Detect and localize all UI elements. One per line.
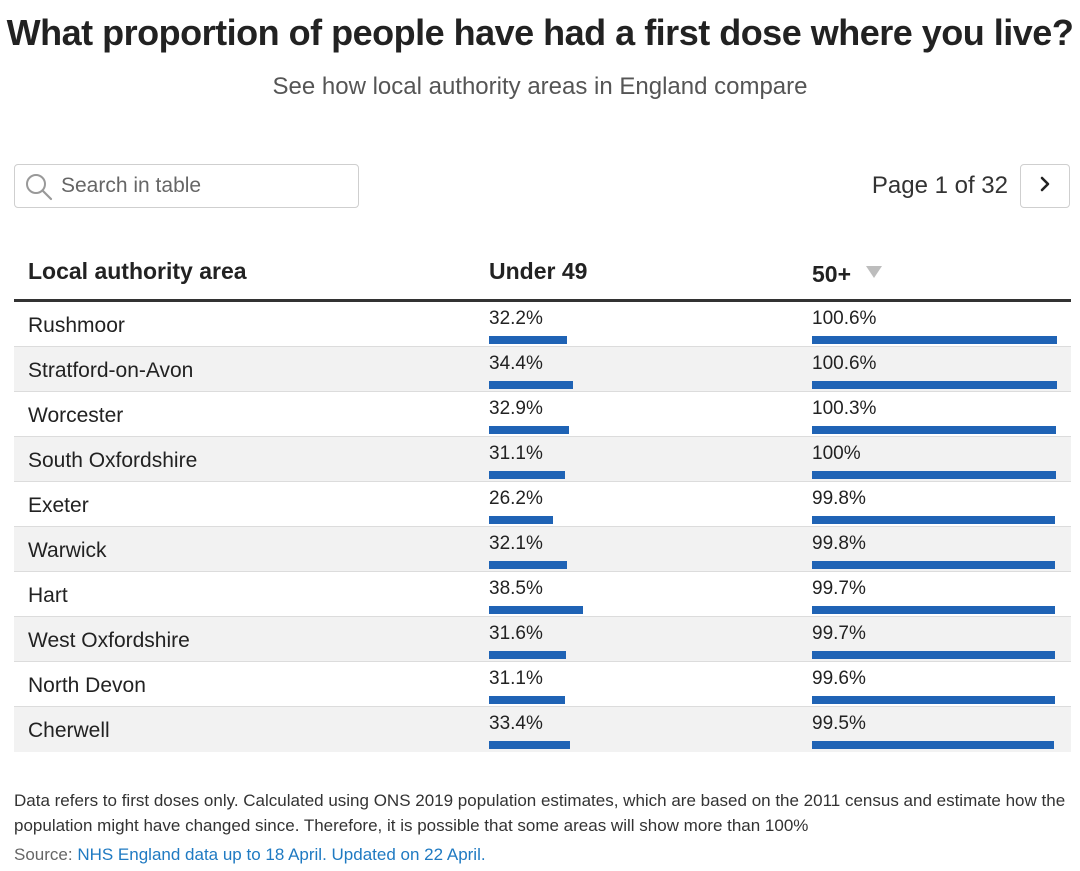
next-page-button[interactable] (1020, 164, 1070, 208)
over-50-bar (812, 426, 1057, 434)
area-name: Stratford-on-Avon (28, 359, 194, 382)
pagination: Page 1 of 32 (872, 164, 1070, 208)
over-50-bar (812, 696, 1055, 704)
table-row: Exeter 26.2% 99.8% (14, 482, 1071, 527)
area-name: North Devon (28, 674, 146, 697)
table-row: South Oxfordshire 31.1% 100% (14, 437, 1071, 482)
table-row: West Oxfordshire 31.6% 99.7% (14, 617, 1071, 662)
source-link[interactable]: NHS England data up to 18 April. Updated… (77, 845, 486, 864)
under-49-bar (489, 561, 568, 569)
under-49-bar (489, 741, 571, 749)
table-header: Local authority area Under 49 50+ (14, 250, 1071, 302)
chevron-right-icon (1037, 175, 1053, 198)
under-49-value: 31.1% (489, 668, 543, 689)
table-row: Worcester 32.9% 100.3% (14, 392, 1071, 437)
area-name: Hart (28, 584, 68, 607)
under-49-bar (489, 696, 565, 704)
column-header-under-49[interactable]: Under 49 (489, 258, 588, 284)
under-49-value: 38.5% (489, 578, 543, 599)
source-line: Source: NHS England data up to 18 April.… (14, 845, 486, 865)
under-49-bar (489, 381, 573, 389)
under-49-value: 32.2% (489, 308, 543, 329)
over-50-value: 99.7% (812, 578, 866, 599)
over-50-value: 99.5% (812, 713, 866, 734)
under-49-value: 33.4% (489, 713, 543, 734)
column-header-50-plus[interactable]: 50+ (812, 258, 883, 288)
table-row: Rushmoor 32.2% 100.6% (14, 302, 1071, 347)
search-box[interactable] (14, 164, 359, 208)
search-icon (24, 172, 54, 202)
over-50-bar (812, 561, 1056, 569)
table-row: Cherwell 33.4% 99.5% (14, 707, 1071, 752)
page-title: What proportion of people have had a fir… (6, 12, 1074, 53)
table-row: Warwick 32.1% 99.8% (14, 527, 1071, 572)
over-50-bar (812, 471, 1056, 479)
under-49-bar (489, 336, 568, 344)
under-49-value: 34.4% (489, 353, 543, 374)
under-49-value: 32.1% (489, 533, 543, 554)
over-50-bar (812, 381, 1057, 389)
over-50-value: 100.6% (812, 353, 877, 374)
area-name: Rushmoor (28, 314, 125, 337)
area-name: Exeter (28, 494, 89, 517)
table-row: Hart 38.5% 99.7% (14, 572, 1071, 617)
column-header-label: 50+ (812, 261, 852, 287)
source-prefix: Source: (14, 845, 78, 864)
under-49-bar (489, 606, 583, 614)
footnote: Data refers to first doses only. Calcula… (14, 791, 1066, 835)
over-50-value: 99.7% (812, 623, 866, 644)
under-49-value: 32.9% (489, 398, 543, 419)
area-name: West Oxfordshire (28, 629, 190, 652)
over-50-value: 100% (812, 443, 861, 464)
over-50-value: 99.6% (812, 668, 866, 689)
area-name: Cherwell (28, 719, 110, 742)
area-name: Warwick (28, 539, 107, 562)
over-50-bar (812, 516, 1056, 524)
search-input[interactable] (61, 165, 351, 207)
under-49-bar (489, 651, 566, 659)
over-50-value: 99.8% (812, 533, 866, 554)
under-49-value: 31.1% (489, 443, 543, 464)
over-50-value: 100.6% (812, 308, 877, 329)
table-row: North Devon 31.1% 99.6% (14, 662, 1071, 707)
over-50-bar (812, 606, 1055, 614)
under-49-bar (489, 471, 565, 479)
sort-descending-icon (865, 258, 883, 285)
area-name: Worcester (28, 404, 124, 427)
over-50-value: 100.3% (812, 398, 877, 419)
under-49-value: 26.2% (489, 488, 543, 509)
table-row: Stratford-on-Avon 34.4% 100.6% (14, 347, 1071, 392)
area-name: South Oxfordshire (28, 449, 198, 472)
under-49-bar (489, 516, 553, 524)
page-indicator: Page 1 of 32 (871, 172, 1008, 199)
over-50-bar (812, 651, 1055, 659)
under-49-bar (489, 426, 570, 434)
page-subtitle: See how local authority areas in England… (272, 73, 808, 100)
table-body: Rushmoor 32.2% 100.6% Stratford-on-Avon 34.4… (14, 302, 1071, 752)
over-50-value: 99.8% (812, 488, 866, 509)
over-50-bar (812, 741, 1055, 749)
column-header-area[interactable]: Local authority area (28, 258, 247, 284)
over-50-bar (812, 336, 1057, 344)
data-table: Local authority area Under 49 50+ Rushmo… (14, 250, 1071, 752)
under-49-value: 31.6% (489, 623, 543, 644)
